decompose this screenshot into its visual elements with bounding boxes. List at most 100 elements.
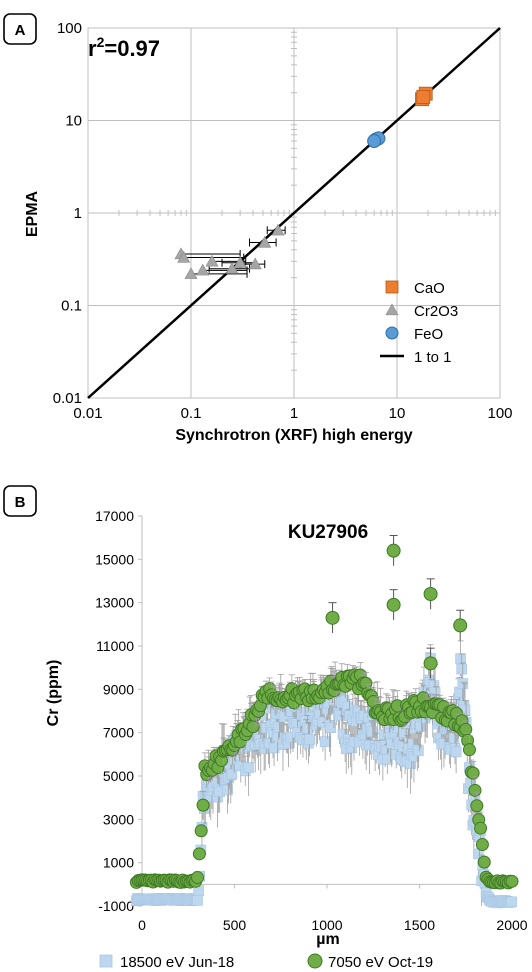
panel-a-y-tick-label: 10: [65, 113, 82, 130]
series-7050-point: [468, 783, 482, 797]
panel-b-y-tick-label: -1000: [98, 898, 134, 914]
cr2o3-point: [248, 257, 262, 270]
series-18500-point: [456, 663, 467, 675]
cr2o3-point: [196, 263, 210, 276]
cr2o3-point: [177, 250, 191, 263]
series-7050-point: [462, 743, 476, 757]
series-7050-point: [459, 722, 473, 736]
cr2o3-point: [271, 223, 285, 236]
series-18500-point: [325, 722, 337, 734]
series-18500-point: [222, 784, 233, 796]
panel-a: A 0.01 0.1 1 10 100 0.01 0.1 1 10 100 r2=0.97 Syn…: [3, 13, 513, 444]
panel-b-y-tick-label: 1000: [103, 855, 134, 871]
panel-b-x-axis-label: µm: [316, 931, 339, 948]
panel-b-title: KU27906: [288, 522, 368, 543]
panel-b-y-tick-label: 15000: [95, 551, 134, 567]
panel-b-y-tick-label: 11000: [96, 638, 134, 654]
cr2o3-point: [184, 267, 198, 279]
legend-label: 1 to 1: [414, 349, 452, 366]
panel-a-tick-labels: 0.01 0.1 1 10 100 0.01 0.1 1 10 100: [53, 20, 513, 422]
panel-b: B KU27906 -10001000300050007000900011000…: [3, 485, 528, 971]
series-7050-outlier-point: [423, 656, 438, 671]
panel-b-y-tick-label: 17000: [95, 508, 134, 524]
panel-a-legend: CaO Cr2O3 FeO 1 to 1: [380, 280, 458, 366]
panel-a-label: A: [15, 22, 26, 39]
series-7050-point: [194, 824, 208, 838]
panel-b-legend: 18500 eV Jun-18 7050 eV Oct-19: [99, 953, 433, 971]
series-18500-point: [455, 653, 466, 664]
panel-a-x-tick-label: 100: [487, 405, 512, 422]
legend-label: Cr2O3: [414, 303, 458, 320]
panel-b-x-tick-label: 0: [138, 917, 146, 933]
series-7050-outlier-point: [386, 597, 401, 612]
feo-point: [367, 134, 382, 149]
series-7050-point: [505, 874, 519, 888]
legend-cr2o3-marker: [385, 303, 399, 316]
series-18500-point: [226, 768, 238, 780]
panel-a-gridlines: [87, 27, 501, 399]
panel-b-y-tick-label: 7000: [103, 725, 134, 741]
panel-a-y-tick-label: 0.1: [61, 298, 82, 315]
series-7050-outlier-point: [386, 543, 401, 558]
series-7050-point: [474, 821, 488, 835]
series-18500-point: [243, 762, 254, 773]
series-7050-point: [466, 766, 480, 780]
panel-a-y-tick-label: 1: [74, 205, 82, 222]
series-7050-point: [191, 871, 204, 885]
panel-a-x-tick-label: 0.01: [73, 405, 102, 422]
series-18500-point: [192, 895, 203, 906]
panel-b-y-tick-label: 13000: [95, 595, 134, 611]
legend-18500-marker: [99, 954, 113, 968]
legend-7050-marker: [307, 953, 323, 969]
cao-point: [416, 89, 431, 104]
series-7050-point: [192, 847, 206, 861]
cr2o3-point: [205, 254, 219, 267]
legend-label: 7050 eV Oct-19: [328, 954, 433, 971]
series-7050-point: [477, 855, 491, 869]
cr2o3-point: [258, 235, 272, 248]
series-18500-point: [304, 733, 315, 745]
legend-label: FeO: [414, 326, 443, 343]
panel-a-x-axis-label: Synchrotron (XRF) high energy: [175, 427, 412, 444]
legend-cao-marker: [385, 280, 399, 294]
panel-b-x-tick-label: 1000: [311, 917, 342, 933]
series-18500-point: [506, 896, 517, 908]
legend-label: CaO: [414, 280, 445, 297]
series-7050-point: [470, 799, 484, 813]
panel-b-y-tick-label: 3000: [103, 811, 134, 827]
panel-a-x-tick-label: 10: [389, 405, 406, 422]
series-7050-outlier-point: [325, 610, 340, 625]
series-18500-point: [413, 745, 424, 757]
cr2o3-point: [225, 262, 239, 274]
series-18500-point: [366, 726, 378, 738]
panel-b-label: B: [15, 494, 26, 511]
legend-feo-marker: [385, 326, 399, 340]
panel-a-y-tick-label: 100: [57, 20, 82, 37]
panel-a-x-tick-label: 1: [290, 405, 298, 422]
panel-b-plot-area: [129, 535, 519, 909]
panel-b-x-tick-label: 500: [223, 917, 247, 933]
series-7050-point: [196, 798, 210, 812]
panel-b-y-tick-label: 9000: [103, 681, 134, 697]
panel-a-y-tick-label: 0.01: [53, 390, 82, 407]
series-18500-point: [273, 721, 284, 733]
panel-b-tick-labels: -100010003000500070009000110001300015000…: [95, 508, 528, 933]
r-squared-annotation: r2=0.97: [88, 34, 160, 61]
panel-b-y-tick-label: 5000: [103, 768, 134, 784]
panel-a-label-box: [3, 13, 37, 45]
panel-b-x-tick-label: 1500: [404, 917, 435, 933]
panel-a-x-tick-label: 0.1: [181, 405, 202, 422]
series-7050-outlier-point: [453, 618, 468, 633]
series-18500-point: [450, 746, 462, 758]
panel-b-label-box: [3, 485, 37, 517]
cr2o3-point: [233, 256, 247, 268]
panel-a-y-axis-label: EPMA: [24, 190, 41, 237]
series-7050-point: [475, 838, 489, 852]
series-7050-outlier-point: [423, 587, 438, 601]
series-7050-point: [246, 720, 260, 734]
series-18500-point: [319, 736, 331, 747]
legend-label: 18500 eV Jun-18: [120, 954, 234, 971]
panel-b-y-axis-label: Cr (ppm): [45, 660, 62, 727]
panel-b-x-tick-label: 2000: [496, 917, 527, 933]
